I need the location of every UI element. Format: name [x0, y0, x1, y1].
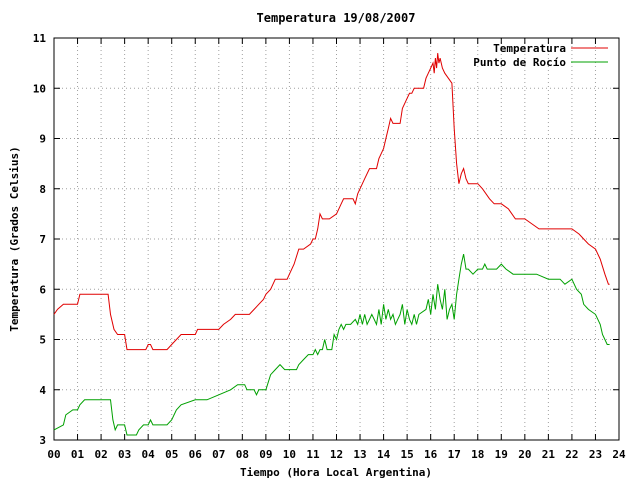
y-tick-label: 4: [39, 384, 46, 397]
x-tick-label: 03: [118, 448, 131, 461]
x-tick-label: 08: [236, 448, 249, 461]
x-tick-label: 04: [142, 448, 156, 461]
x-tick-label: 07: [212, 448, 225, 461]
x-tick-label: 12: [330, 448, 343, 461]
x-tick-label: 02: [94, 448, 107, 461]
y-tick-label: 8: [39, 183, 46, 196]
x-tick-label: 24: [612, 448, 626, 461]
series-line-1: [53, 253, 610, 436]
x-tick-label: 05: [165, 448, 178, 461]
x-tick-label: 15: [401, 448, 414, 461]
y-tick-label: 3: [39, 434, 46, 447]
y-tick-label: 9: [39, 133, 46, 146]
x-tick-label: 21: [542, 448, 556, 461]
y-axis-label: Temperatura (Grados Celsius): [8, 146, 21, 331]
tick-marks: [53, 37, 620, 441]
legend-label-0: Temperatura: [493, 42, 566, 55]
y-tick-labels: 3 4 5 6 7 8 9 10 11: [33, 32, 47, 447]
y-tick-label: 6: [39, 283, 46, 296]
series-line-0: [53, 53, 610, 351]
x-tick-label: 09: [259, 448, 272, 461]
grid: [54, 38, 619, 440]
x-tick-label: 23: [589, 448, 602, 461]
y-tick-label: 5: [39, 334, 46, 347]
x-tick-label: 16: [424, 448, 438, 461]
legend-label-1: Punto de Rocío: [473, 56, 566, 69]
x-tick-label: 14: [377, 448, 391, 461]
x-axis-label: Tiempo (Hora Local Argentina): [240, 466, 432, 479]
y-tick-label: 11: [33, 32, 47, 45]
x-tick-label: 10: [283, 448, 296, 461]
x-tick-label: 22: [565, 448, 578, 461]
x-tick-label: 18: [471, 448, 484, 461]
series-lines: [53, 53, 610, 436]
x-tick-label: 19: [495, 448, 508, 461]
x-tick-label: 00: [47, 448, 60, 461]
chart-title: Temperatura 19/08/2007: [257, 11, 416, 25]
x-tick-label: 11: [306, 448, 320, 461]
y-tick-label: 10: [33, 82, 46, 95]
x-tick-labels: 00 01 02 03 04 05 06 07 08 09 10 11 12 13 14 15 16 17 18 19…: [47, 448, 626, 461]
x-tick-label: 17: [448, 448, 461, 461]
x-tick-label: 01: [71, 448, 85, 461]
y-tick-label: 7: [39, 233, 46, 246]
x-tick-label: 13: [353, 448, 366, 461]
x-tick-label: 20: [518, 448, 531, 461]
x-tick-label: 06: [189, 448, 203, 461]
